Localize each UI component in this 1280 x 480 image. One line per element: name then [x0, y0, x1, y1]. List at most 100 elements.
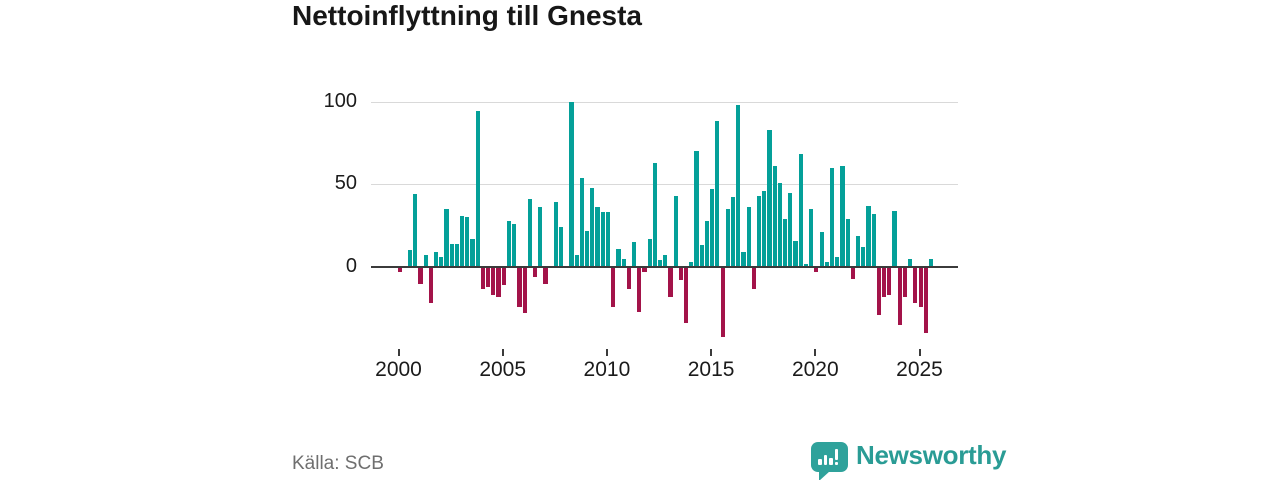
bar-2011-q2	[631, 242, 637, 267]
bar-2011-q3	[637, 267, 642, 312]
bar-2008-q3	[574, 255, 579, 267]
bar-2016-q2	[736, 104, 741, 267]
x-axis-tick-2000	[397, 349, 400, 356]
bar-2020-q1	[814, 267, 819, 272]
bar-2003-q4	[475, 111, 480, 267]
bar-2019-q1	[793, 240, 798, 267]
x-axis-label-2015: 2015	[687, 358, 735, 381]
gridline-100	[371, 101, 958, 103]
bar-2009-q4	[600, 212, 605, 267]
bar-2014-q1	[689, 262, 694, 267]
bar-2022-q3	[866, 205, 871, 267]
bar-2002-q2	[444, 209, 449, 267]
bar-2005-q1	[501, 267, 506, 286]
y-axis-label-50: 50	[334, 172, 357, 195]
bar-2013-q2	[673, 195, 678, 267]
bar-2012-q2	[652, 162, 657, 267]
bar-2015-q1	[710, 189, 715, 267]
bar-2004-q3	[491, 267, 496, 296]
bar-2008-q2	[569, 101, 574, 267]
bar-2023-q1	[876, 267, 881, 315]
y-axis-label-0: 0	[345, 255, 357, 277]
bar-2009-q1	[585, 230, 590, 267]
bar-2001-q1	[418, 267, 423, 284]
bar-2004-q4	[496, 267, 501, 297]
bar-2024-q3	[908, 258, 913, 267]
x-axis-label-2000: 2000	[375, 358, 422, 381]
x-axis-tick-2025	[918, 349, 921, 356]
bar-2010-q3	[616, 248, 621, 267]
bar-2011-q4	[642, 267, 647, 272]
bar-2003-q2	[465, 217, 470, 267]
bar-2007-q1	[543, 267, 548, 284]
bar-2020-q3	[824, 262, 829, 267]
bar-2015-q4	[725, 209, 730, 267]
bar-2021-q1	[835, 257, 840, 267]
bar-2002-q3	[449, 243, 454, 267]
bar-2014-q4	[704, 220, 710, 267]
plot-area: 2000 2005 2010 2015 2020 2025	[371, 101, 958, 381]
bar-2019-q2	[798, 154, 803, 267]
bar-2013-q4	[684, 267, 689, 324]
bar-2012-q3	[658, 260, 663, 267]
bar-2023-q3	[887, 267, 892, 296]
x-axis-tick-2005	[501, 349, 504, 356]
bar-2021-q2	[840, 166, 845, 267]
bar-2006-q1	[522, 267, 527, 314]
bar-2001-q4	[433, 252, 439, 267]
bar-2025-q1	[918, 267, 923, 307]
bar-2023-q4	[892, 210, 897, 267]
bar-2012-q4	[663, 255, 668, 267]
bar-2023-q2	[882, 267, 887, 297]
bar-2006-q3	[532, 267, 538, 277]
chart-title: Nettoinflyttning till Gnesta	[292, 0, 642, 31]
y-axis-label-100: 100	[323, 89, 357, 112]
bar-2008-q4	[579, 177, 585, 267]
bar-2015-q3	[720, 267, 725, 337]
bar-2006-q4	[538, 207, 543, 267]
bar-2013-q1	[668, 267, 673, 297]
bar-2002-q4	[454, 243, 459, 267]
bar-2006-q2	[527, 199, 532, 267]
bar-2021-q4	[850, 267, 855, 279]
bar-2021-q3	[845, 219, 850, 267]
bar-2022-q4	[871, 214, 876, 267]
bar-2018-q3	[783, 219, 788, 267]
bar-2005-q2	[506, 220, 512, 267]
bar-2022-q2	[861, 247, 866, 267]
bar-2007-q4	[559, 227, 564, 267]
bar-2002-q1	[439, 257, 444, 267]
bar-2005-q4	[517, 267, 522, 307]
speech-bubble-tail	[819, 471, 830, 480]
bar-2025-q3	[928, 258, 934, 267]
bar-2009-q2	[590, 187, 595, 267]
x-axis-label-2005: 2005	[479, 358, 527, 381]
bar-2017-q4	[767, 129, 772, 267]
bar-2000-q1	[397, 267, 402, 272]
newsworthy-chart-bubble-icon	[811, 442, 848, 480]
x-axis-tick-2020	[814, 349, 817, 356]
bar-2010-q2	[611, 267, 616, 307]
x-axis-tick-2010	[605, 349, 608, 356]
bar-2003-q3	[470, 238, 475, 267]
bar-2005-q3	[512, 223, 517, 267]
bar-2010-q1	[605, 212, 611, 267]
bar-2009-q3	[595, 207, 600, 267]
bar-2013-q3	[678, 267, 684, 281]
bar-2000-q3	[407, 250, 413, 267]
bar-2016-q4	[746, 207, 751, 267]
bar-2022-q1	[855, 235, 861, 267]
bar-2020-q2	[819, 232, 824, 267]
bar-2011-q1	[626, 267, 631, 289]
bar-2016-q1	[730, 197, 736, 267]
x-axis-tick-2015	[710, 349, 713, 356]
mini-bar-chart-glyph	[818, 449, 841, 465]
bar-2025-q2	[923, 267, 928, 334]
bar-2003-q1	[460, 215, 465, 267]
x-axis-zero-line	[371, 266, 958, 268]
x-axis-label-2020: 2020	[791, 358, 839, 381]
source-note: Källa: SCB	[292, 453, 384, 474]
bar-2017-q1	[751, 267, 756, 289]
bar-2024-q1	[897, 267, 902, 325]
bar-2001-q3	[428, 267, 433, 304]
